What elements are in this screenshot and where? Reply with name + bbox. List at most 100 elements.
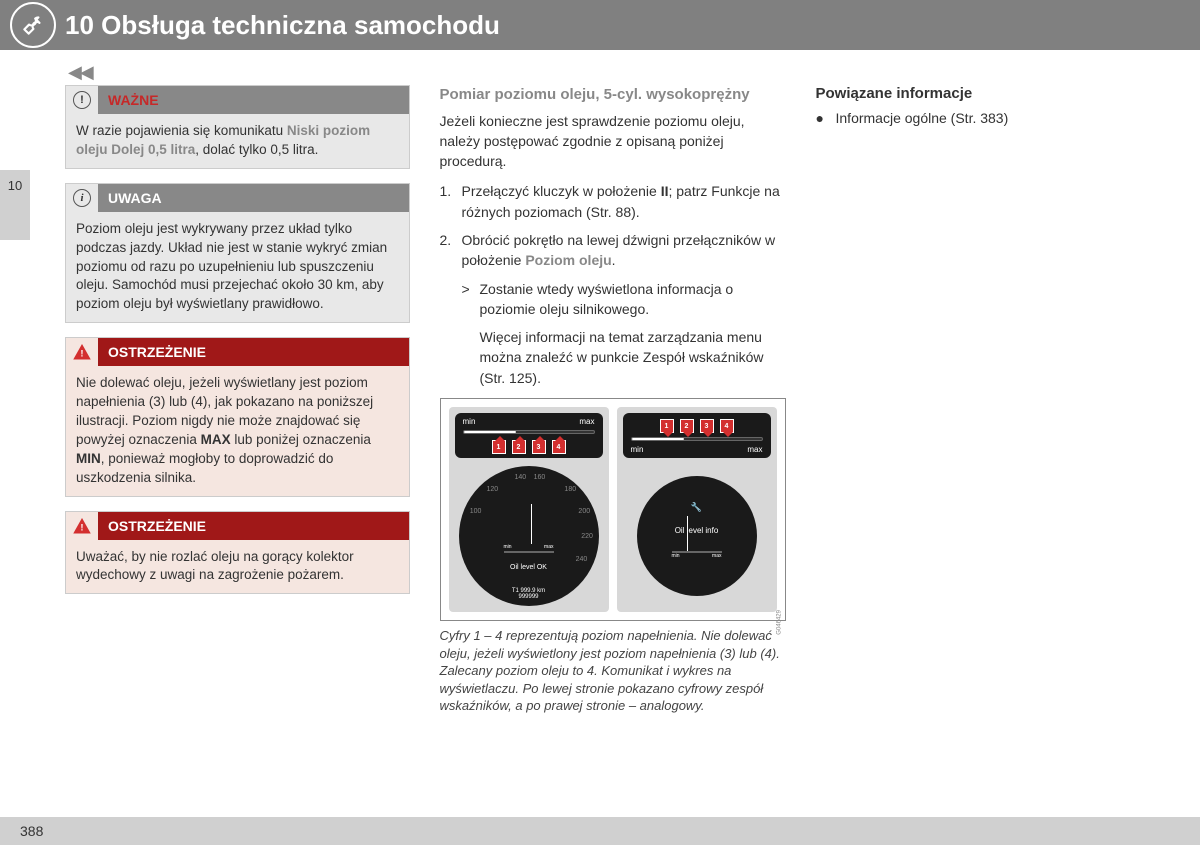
sub-paragraph: Więcej informacji na temat zarządzania m… <box>480 327 786 388</box>
text-bold: MIN <box>76 451 101 466</box>
continuation-mark: ◀◀ <box>68 62 92 83</box>
step-2: 2. Obrócić pokrętło na lewej dźwigni prz… <box>440 230 786 271</box>
speed-value: 160 <box>534 474 546 481</box>
bullet-icon: ● <box>816 108 836 128</box>
notice-body: Poziom oleju jest wykrywany przez układ … <box>66 212 409 322</box>
pointer-line <box>531 504 532 544</box>
notice-important: ! WAŻNE W razie pojawienia się komunikat… <box>65 85 410 169</box>
oil-bar-right: 1 2 3 4 min max <box>623 413 771 458</box>
arrow-3: 3 <box>532 440 546 454</box>
info-i-icon: i <box>73 189 91 207</box>
page-header: 10 Obsługa techniczna samochodu <box>0 0 1200 50</box>
arrows-up: 1 2 3 4 <box>463 440 595 454</box>
text: Przełączyć kluczyk w położenie <box>462 183 661 199</box>
text: , ponieważ mogłoby to doprowadzić do usz… <box>76 451 333 485</box>
notice-label: WAŻNE <box>98 86 409 114</box>
chapter-text: Obsługa techniczna samochodu <box>101 10 500 40</box>
column-middle: Pomiar poziomu oleju, 5-cyl. wysokoprężn… <box>440 85 786 715</box>
notice-header: ! OSTRZEŻENIE <box>66 512 409 540</box>
arrow-2: 2 <box>680 419 694 433</box>
image-code: G046429 <box>777 610 783 635</box>
svg-text:!: ! <box>81 349 84 359</box>
notice-body: Uważać, by nie rozlać oleju na gorący ko… <box>66 540 409 594</box>
substep: > Zostanie wtedy wyświetlona informacja … <box>462 279 786 320</box>
related-text: Informacje ogólne (Str. 383) <box>836 108 1009 128</box>
speedometer-left: 100 120 140 160 180 200 220 240 min max <box>459 466 599 606</box>
notice-body: W razie pojawienia się komunikatu Niski … <box>66 114 409 168</box>
pointer-line <box>687 516 688 551</box>
sub-text: Zostanie wtedy wyświetlona informacja o … <box>480 279 786 320</box>
step-number: 2. <box>440 230 462 271</box>
text: , dolać tylko 0,5 litra. <box>195 142 318 157</box>
max-label: max <box>712 553 721 559</box>
notice-label: OSTRZEŻENIE <box>98 338 409 366</box>
related-heading: Powiązane informacje <box>816 85 1161 102</box>
min-label: min <box>672 553 680 559</box>
important-icon: ! <box>66 86 98 114</box>
arrow-2: 2 <box>512 440 526 454</box>
text-bold: Poziom oleju <box>525 252 611 268</box>
triangle-icon: ! <box>73 518 91 534</box>
max-label: max <box>747 445 762 454</box>
arrow-3: 3 <box>700 419 714 433</box>
figure-caption: Cyfry 1 – 4 reprezentują poziom napełnie… <box>440 627 786 715</box>
speed-value: 180 <box>564 486 576 493</box>
text: W razie pojawienia się komunikatu <box>76 123 287 138</box>
notice-warning-1: ! OSTRZEŻENIE Nie dolewać oleju, jeżeli … <box>65 337 410 496</box>
chapter-number: 10 <box>65 10 94 40</box>
min-label: min <box>631 445 644 454</box>
speed-value: 120 <box>487 486 499 493</box>
arrow-1: 1 <box>660 419 674 433</box>
odometer: T1 999.9 km 999999 <box>512 588 545 600</box>
mini-oil-bar: min max <box>504 544 554 553</box>
notice-header: i UWAGA <box>66 184 409 212</box>
side-chapter-tab: 10 <box>0 170 30 240</box>
warning-icon: ! <box>66 338 98 366</box>
text: Obrócić pokrętło na lewej dźwigni przełą… <box>462 232 776 268</box>
svg-text:!: ! <box>81 522 84 532</box>
notice-warning-2: ! OSTRZEŻENIE Uważać, by nie rozlać olej… <box>65 511 410 595</box>
arrow-4: 4 <box>720 419 734 433</box>
max-label: max <box>544 544 553 550</box>
figure-inner: min max 1 2 3 4 100 <box>449 407 777 612</box>
intro-paragraph: Jeżeli konieczne jest sprawdzenie poziom… <box>440 111 786 172</box>
chapter-title: 10 Obsługa techniczna samochodu <box>65 10 500 41</box>
min-label: min <box>463 417 476 426</box>
min-label: min <box>504 544 512 550</box>
total-meter: 999999 <box>512 594 545 600</box>
page-footer: 388 <box>0 817 1200 845</box>
speed-value: 100 <box>470 508 482 515</box>
wrench-mini-icon: 🔧 <box>691 502 702 513</box>
speed-value: 140 <box>515 474 527 481</box>
notice-note: i UWAGA Poziom oleju jest wykrywany prze… <box>65 183 410 323</box>
oil-ok-text: Oil level OK <box>510 564 547 571</box>
arrow-1: 1 <box>492 440 506 454</box>
text: lub poniżej oznaczenia <box>231 432 371 447</box>
mini-oil-bar: min max <box>672 550 722 559</box>
info-icon: i <box>66 184 98 212</box>
content-area: ! WAŻNE W razie pojawienia się komunikat… <box>65 85 1160 715</box>
speed-value: 220 <box>581 533 593 540</box>
oil-bar-left: min max 1 2 3 4 <box>455 413 603 458</box>
warning-icon: ! <box>66 512 98 540</box>
speed-value: 200 <box>578 508 590 515</box>
section-heading: Pomiar poziomu oleju, 5-cyl. wysokoprężn… <box>440 85 786 105</box>
wrench-icon <box>10 2 56 48</box>
notice-label: OSTRZEŻENIE <box>98 512 409 540</box>
page-number: 388 <box>20 823 43 839</box>
max-label: max <box>579 417 594 426</box>
digital-display: min max 1 2 3 4 100 <box>449 407 609 612</box>
notice-header: ! OSTRZEŻENIE <box>66 338 409 366</box>
step-text: Przełączyć kluczyk w położenie II; patrz… <box>462 181 786 222</box>
oil-info-text: Oil level info <box>675 526 719 535</box>
column-right: Powiązane informacje ● Informacje ogólne… <box>816 85 1161 715</box>
step-text: Obrócić pokrętło na lewej dźwigni przełą… <box>462 230 786 271</box>
step-number: 1. <box>440 181 462 222</box>
related-item: ● Informacje ogólne (Str. 383) <box>816 108 1161 128</box>
triangle-icon: ! <box>73 344 91 360</box>
arrow-4: 4 <box>552 440 566 454</box>
speed-value: 240 <box>576 556 588 563</box>
step-1: 1. Przełączyć kluczyk w położenie II; pa… <box>440 181 786 222</box>
notice-body: Nie dolewać oleju, jeżeli wyświetlany je… <box>66 366 409 495</box>
column-left: ! WAŻNE W razie pojawienia się komunikat… <box>65 85 410 715</box>
